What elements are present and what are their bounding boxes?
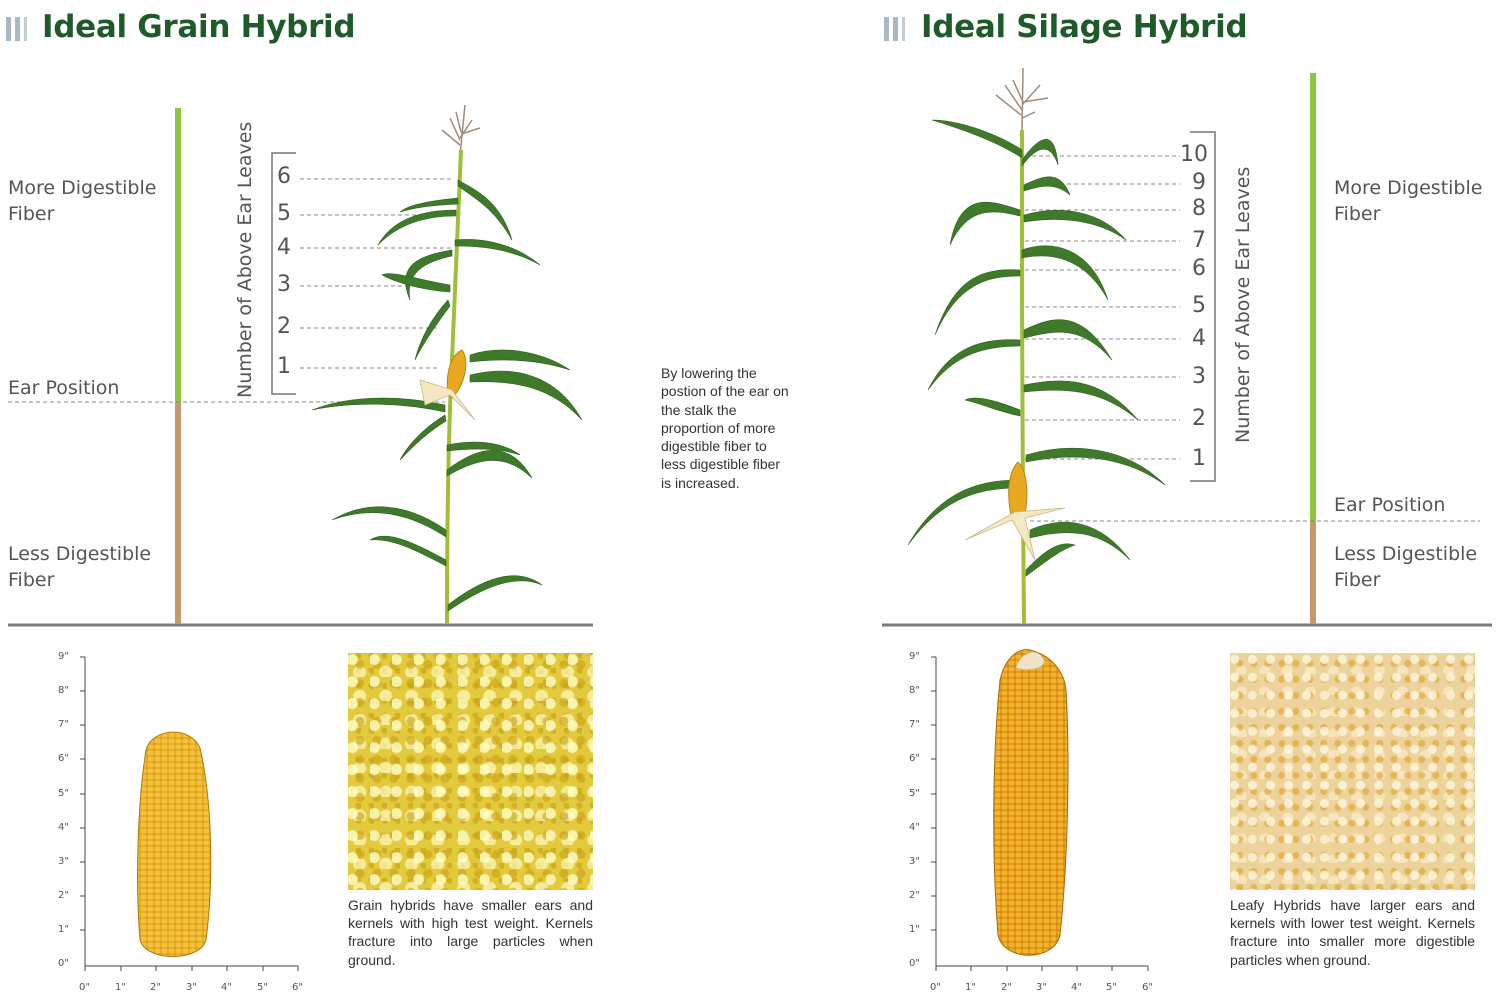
title-bar-icon [6,17,11,41]
left-leaf-number: 1 [277,354,291,379]
left-leaf-number: 3 [277,272,291,297]
right-leaf-number: 9 [1192,170,1206,195]
right-ruler-y-label: 5" [909,788,920,799]
right-caption: Leafy Hybrids have larger ears and kerne… [1230,897,1475,968]
right-ruler-y-label: 4" [909,822,920,833]
right-leaf-bracket [1190,131,1216,482]
right-ruler-y-label: 6" [909,753,920,764]
right-ruler-y-label: 0" [909,958,920,969]
left-leaf-number: 5 [277,201,291,226]
left-leaf-lines [300,178,452,369]
left-ruler-y-label: 1" [58,924,69,935]
left-ruler-y-label: 8" [58,685,69,696]
left-corn-ear [137,731,212,957]
right-ruler [931,656,1149,971]
right-leaf-number: 4 [1192,326,1206,351]
left-ground-kernels-photo [348,653,593,890]
left-ruler-x-label: 6" [292,982,303,993]
right-leaf-number: 8 [1192,196,1206,221]
right-title: Ideal Silage Hybrid [921,9,1248,45]
left-leaf-number: 6 [277,164,291,189]
left-ruler-y-label: 9" [58,651,69,662]
right-leaf-number: 1 [1192,446,1206,471]
right-ruler-y-label: 7" [909,719,920,730]
left-ruler-y-label: 2" [58,890,69,901]
left-ruler-y-label: 6" [58,753,69,764]
left-corn-plant [311,104,583,625]
right-ruler-x-label: 3" [1036,982,1047,993]
left-ruler-x-label: 3" [186,982,197,993]
right-ruler-x-label: 1" [965,982,976,993]
right-stalk [1019,130,1026,625]
left-more-digestible-label: More Digestible Fiber [8,177,157,225]
right-ruler-x-label: 5" [1106,982,1117,993]
right-ruler-x-label: 0" [930,982,941,993]
right-leaf-number: 10 [1180,142,1208,167]
right-ground-kernels-photo [1230,653,1475,890]
right-corn-plant [907,67,1166,625]
title-bar-icon [24,17,27,41]
left-ruler-x-label: 0" [79,982,90,993]
right-ear [964,461,1066,561]
title-bar-icon [15,17,20,41]
right-more-digestible-label: More Digestible Fiber [1334,177,1483,225]
right-ruler-y-label: 8" [909,685,920,696]
left-less-digestible-label: Less Digestible Fiber [8,543,152,591]
right-ear-tip [1015,651,1045,670]
right-ruler-y-label: 3" [909,856,920,867]
middle-note: By lowering the postion of the ear on th… [661,365,789,491]
right-leaf-lines [1025,155,1180,460]
right-leaf-number: 5 [1192,293,1206,318]
left-leaf-number: 4 [277,235,291,260]
left-ruler-y-label: 7" [58,719,69,730]
right-less-digestible-label: Less Digestible Fiber [1334,543,1478,591]
right-ruler-x-label: 6" [1142,982,1153,993]
left-leaf-number: 2 [277,314,291,339]
right-ruler-y-label: 9" [909,651,920,662]
left-ruler-x-label: 1" [115,982,126,993]
left-ruler [80,656,299,971]
right-ear-position-label: Ear Position [1334,494,1446,516]
title-bar-icon [902,17,905,41]
left-ruler-y-label: 3" [58,856,69,867]
left-axis-title: Number of Above Ear Leaves [234,121,256,398]
right-corn-ear [993,649,1069,956]
left-ruler-y-label: 4" [58,822,69,833]
left-caption: Grain hybrids have smaller ears and kern… [348,897,593,968]
right-leaf-number: 2 [1192,406,1206,431]
left-title: Ideal Grain Hybrid [42,9,356,45]
left-ruler-x-label: 4" [221,982,232,993]
right-axis-title: Number of Above Ear Leaves [1232,166,1254,443]
right-leaf-number: 6 [1192,256,1206,281]
left-leaf-bracket [271,152,296,395]
right-ruler-x-label: 2" [1001,982,1012,993]
left-ear-position-label: Ear Position [8,377,120,399]
left-ruler-y-label: 5" [58,788,69,799]
left-ruler-x-label: 5" [257,982,268,993]
right-ruler-x-label: 4" [1071,982,1082,993]
left-ruler-x-label: 2" [150,982,161,993]
right-leaves [907,119,1166,577]
left-ruler-y-label: 0" [58,958,69,969]
right-leaf-number: 3 [1192,364,1206,389]
title-bar-icon [893,17,898,41]
right-leaf-number: 7 [1192,228,1206,253]
left-leaves [311,179,583,612]
right-tassel [995,67,1049,131]
right-ruler-y-label: 2" [909,890,920,901]
left-tassel [441,104,481,156]
right-ruler-y-label: 1" [909,924,920,935]
title-bar-icon [884,17,889,41]
left-ear [419,349,476,421]
